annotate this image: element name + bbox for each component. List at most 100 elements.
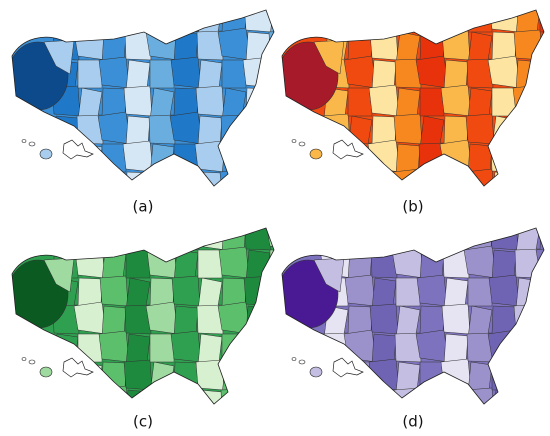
- map-regions: [4, 2, 297, 204]
- state-region: [492, 306, 516, 335]
- state-region: [420, 362, 444, 390]
- figure: (a) (b) (c) (d): [0, 0, 550, 436]
- state-region: [98, 386, 130, 418]
- state-region: [417, 275, 447, 306]
- state-region: [218, 302, 250, 334]
- state-region: [540, 278, 550, 306]
- state-region: [370, 30, 398, 60]
- state-region: [99, 57, 129, 88]
- state-region: [368, 140, 400, 172]
- state-region: [246, 32, 270, 62]
- state-region: [466, 114, 494, 144]
- state-region: [222, 60, 246, 88]
- state-region: [147, 247, 177, 278]
- cartogram-map: [4, 2, 297, 204]
- state-region: [124, 360, 152, 390]
- state-region: [170, 112, 202, 144]
- state-region: [198, 172, 222, 201]
- state-region: [74, 28, 106, 60]
- state-region: [513, 85, 543, 116]
- state-region: [466, 388, 494, 418]
- state-region: [540, 88, 550, 119]
- state-region: [393, 169, 423, 200]
- state-region: [442, 30, 470, 60]
- state-region: [516, 390, 540, 419]
- state-region: [194, 218, 226, 250]
- state-region: [100, 276, 128, 306]
- hawaii: [40, 367, 52, 377]
- panel-label: (d): [402, 413, 423, 431]
- state-region: [99, 331, 129, 362]
- state-region: [540, 362, 550, 393]
- state-region: [221, 115, 247, 144]
- state-region: [420, 88, 444, 116]
- state-region: [392, 246, 424, 278]
- state-region: [146, 28, 178, 60]
- state-region: [372, 4, 396, 35]
- state-region: [174, 172, 198, 204]
- state-region: [170, 386, 202, 418]
- cartogram-map: [274, 1, 550, 203]
- hawaii: [22, 358, 26, 361]
- map-regions: [4, 218, 298, 420]
- state-region: [220, 170, 248, 200]
- state-region: [267, 141, 297, 172]
- state-region: [348, 88, 372, 116]
- state-region: [122, 218, 154, 250]
- state-region: [78, 4, 102, 33]
- state-region: [174, 362, 198, 391]
- state-region: [242, 386, 274, 418]
- alaska: [63, 140, 93, 159]
- state-region: [492, 88, 516, 116]
- state-region: [492, 390, 516, 422]
- state-region: [77, 389, 103, 418]
- state-region: [174, 144, 198, 172]
- state-region: [266, 218, 298, 250]
- cartogram-map: [274, 220, 550, 422]
- state-region: [322, 388, 350, 418]
- state-region: [76, 170, 104, 200]
- state-region: [489, 275, 519, 306]
- hawaii: [310, 367, 322, 377]
- state-region: [242, 112, 274, 144]
- state-region: [221, 389, 247, 418]
- state-region: [372, 390, 396, 419]
- state-region: [417, 1, 447, 32]
- state-region: [512, 140, 544, 172]
- state-region: [218, 28, 250, 60]
- state-region: [516, 334, 540, 364]
- hawaii: [29, 360, 35, 364]
- state-region: [78, 222, 102, 252]
- state-region: [222, 334, 246, 362]
- state-region: [514, 30, 542, 60]
- state-region: [150, 222, 174, 252]
- state-region: [78, 60, 102, 88]
- state-region: [322, 114, 350, 144]
- state-region: [245, 221, 271, 250]
- state-region: [270, 172, 294, 201]
- state-region: [536, 246, 550, 278]
- state-region: [270, 334, 294, 365]
- state-region: [444, 172, 468, 200]
- hawaii: [40, 149, 52, 159]
- state-region: [396, 4, 420, 32]
- state-region: [444, 4, 468, 35]
- state-region: [442, 304, 470, 334]
- state-region: [540, 222, 550, 251]
- state-region: [488, 330, 520, 362]
- state-region: [540, 4, 550, 32]
- panel-label: (a): [133, 198, 154, 216]
- state-region: [150, 144, 174, 175]
- state-region: [416, 56, 448, 88]
- state-region: [440, 140, 472, 172]
- state-region: [394, 114, 422, 144]
- state-region: [396, 222, 420, 251]
- state-region: [173, 221, 199, 250]
- state-region: [171, 57, 201, 88]
- state-region: [171, 331, 201, 362]
- state-region: [246, 306, 270, 336]
- panel-label: (c): [133, 413, 153, 431]
- state-region: [246, 172, 270, 204]
- state-region: [348, 172, 372, 203]
- hawaii: [22, 140, 26, 143]
